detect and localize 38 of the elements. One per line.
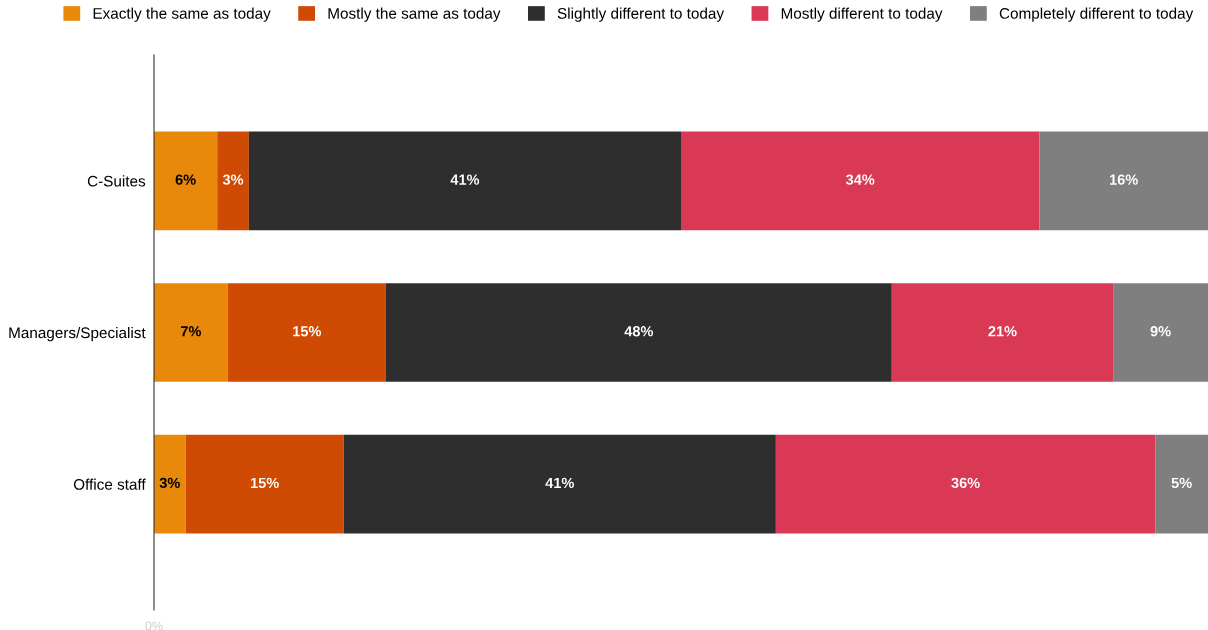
legend-label: Exactly the same as today [93, 7, 271, 22]
legend-label: Slightly different to today [557, 7, 725, 22]
y-tick-label: Managers/Specialist [9, 326, 146, 342]
bar [217, 131, 249, 231]
data-label: 21% [988, 326, 1017, 337]
bar [775, 434, 1156, 534]
bar [185, 434, 344, 534]
y-tick-label: C-Suites [87, 175, 146, 187]
data-label: 34% [845, 174, 875, 185]
legend-label: Completely different to today [999, 7, 1194, 22]
bar [343, 434, 776, 534]
bar [385, 283, 892, 382]
bar [227, 283, 386, 382]
data-label: 6% [175, 174, 196, 185]
bar [154, 283, 228, 382]
bar [154, 434, 186, 534]
data-label: 41% [545, 477, 574, 489]
bar [154, 131, 218, 231]
data-label: 5% [1171, 477, 1192, 489]
y-tick-label: Office staff [73, 478, 146, 490]
data-label: 3% [159, 477, 180, 489]
data-label: 7% [180, 326, 202, 337]
data-label: 41% [450, 174, 480, 185]
data-label: 16% [1110, 174, 1138, 185]
bar [1155, 434, 1208, 534]
bar [1113, 283, 1208, 382]
bar [1039, 131, 1208, 231]
data-label: 9% [1150, 326, 1171, 337]
bar [248, 131, 681, 231]
data-label: 3% [222, 174, 244, 185]
bar [681, 131, 1040, 231]
bar [891, 283, 1114, 382]
data-label: 48% [624, 326, 654, 337]
legend-label: Mostly different to today [781, 7, 943, 22]
data-label: 15% [293, 326, 322, 337]
legend-label: Mostly the same as today [328, 7, 501, 22]
data-label: 15% [250, 477, 279, 489]
data-label: 36% [951, 477, 980, 489]
